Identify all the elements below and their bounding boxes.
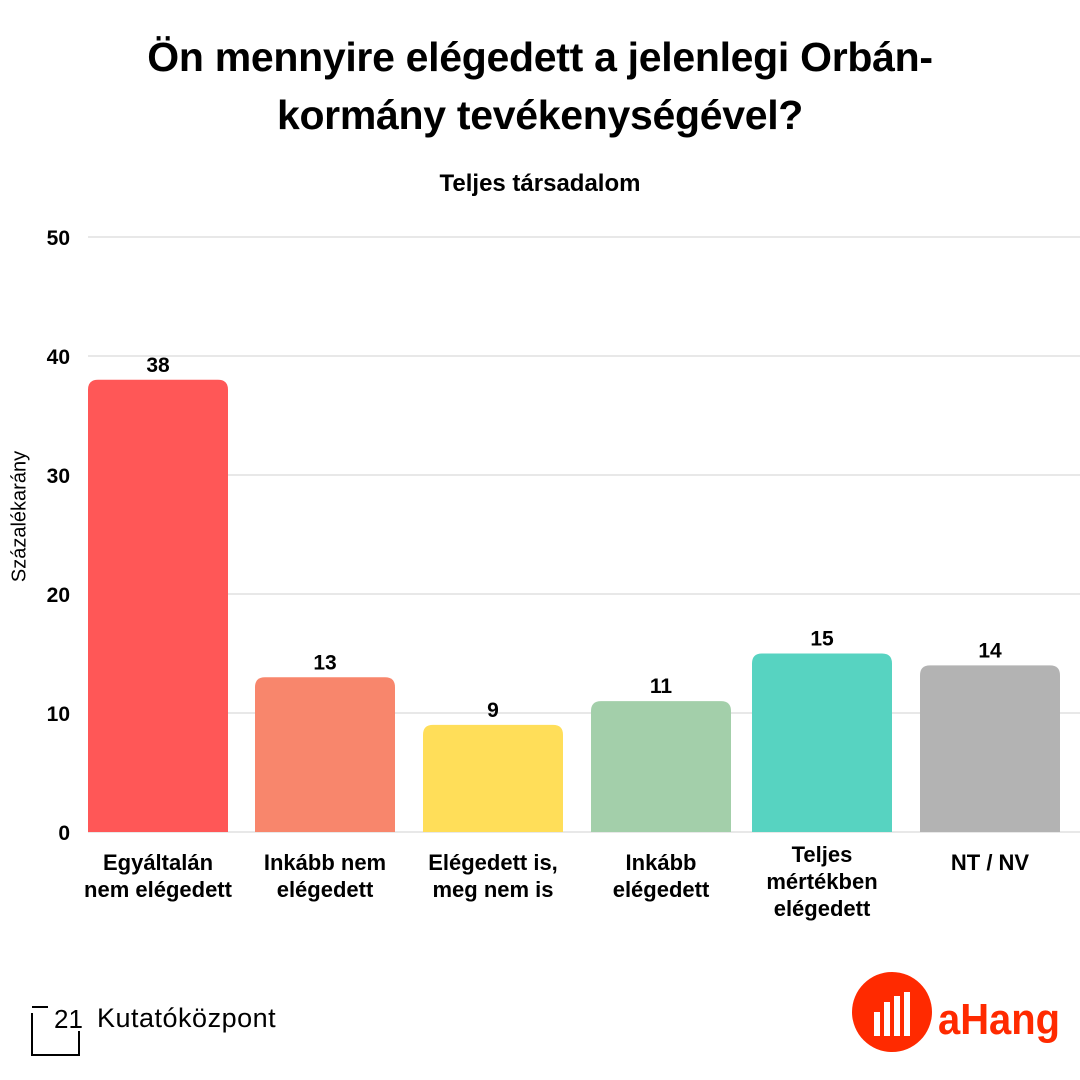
data-label: 38 [146, 354, 170, 377]
bar [752, 653, 892, 832]
x-tick-label: NT / NV [951, 850, 1030, 875]
x-tick-label: Elégedett is, [428, 850, 558, 875]
y-tick-label: 10 [47, 703, 70, 726]
x-tick-label: Egyáltalán [103, 850, 213, 875]
y-axis-label: Százalékarány [8, 450, 31, 583]
ahang-circle-icon [852, 972, 932, 1052]
chart-subtitle: Teljes társadalom [439, 170, 641, 197]
y-tick-label: 50 [47, 227, 70, 250]
x-tick-label: meg nem is [432, 877, 553, 902]
x-tick-label: elégedett [613, 877, 710, 902]
ahang-text: aHang [938, 995, 1060, 1044]
bar [920, 665, 1060, 832]
title-line-2: kormány tevékenységével? [276, 92, 804, 138]
ahang-logo: aHang [852, 972, 1060, 1052]
logo-mark-text: 21 [54, 1005, 82, 1034]
x-tick-label: elégedett [277, 877, 374, 902]
data-label: 11 [650, 675, 673, 698]
bar [255, 677, 395, 832]
x-tick-label: Inkább nem [264, 850, 386, 875]
x-tick-label: Inkább [626, 850, 697, 875]
21-kutatokozpont-logo: 21 [31, 1005, 82, 1056]
logo-text: Kutatóközpont [97, 1003, 277, 1033]
bar [423, 724, 563, 832]
data-label: 14 [978, 639, 1002, 662]
y-tick-label: 30 [47, 465, 70, 488]
x-tick-label: elégedett [774, 896, 871, 921]
data-label: 9 [487, 699, 499, 722]
data-label: 13 [313, 651, 336, 674]
y-tick-label: 0 [58, 822, 70, 845]
data-label: 15 [810, 628, 834, 651]
x-tick-label: mértékben [766, 869, 877, 894]
y-tick-label: 20 [47, 584, 70, 607]
y-tick-label: 40 [47, 346, 70, 369]
x-tick-label: Teljes [792, 842, 853, 867]
bar [88, 379, 228, 832]
chart-title: Ön mennyire elégedett a jelenlegi Orbán-… [0, 28, 1080, 144]
bar [591, 701, 731, 832]
title-line-1: Ön mennyire elégedett a jelenlegi Orbán- [147, 34, 933, 80]
x-tick-label: nem elégedett [84, 877, 233, 902]
